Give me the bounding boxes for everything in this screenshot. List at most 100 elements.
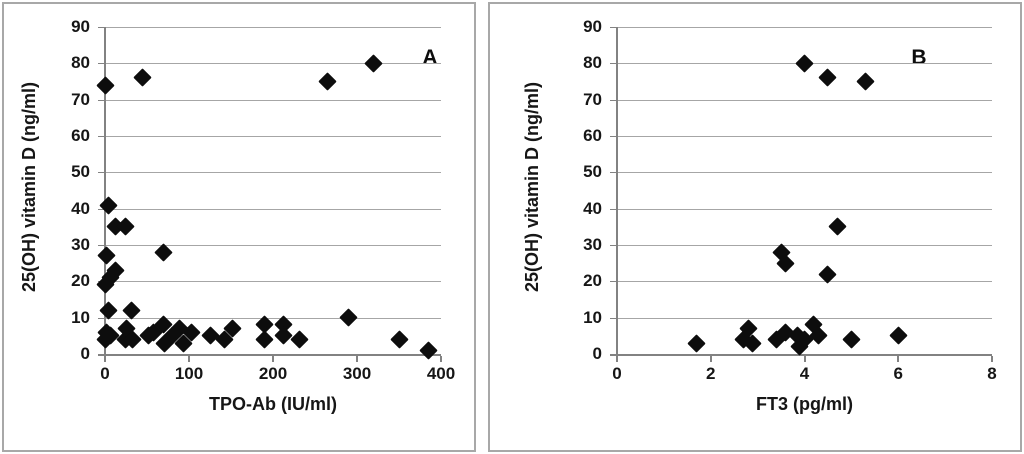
x-axis-tick xyxy=(897,356,900,362)
data-point-diamond xyxy=(273,326,293,346)
data-point-diamond xyxy=(290,330,310,349)
h-gridline xyxy=(617,99,992,101)
y-tick-label: 50 xyxy=(583,162,602,182)
data-point-diamond xyxy=(818,68,838,88)
y-tick-label: 30 xyxy=(583,235,602,254)
x-axis-tick xyxy=(104,356,106,362)
x-axis-line xyxy=(98,354,441,356)
plot-area-b: 25(OH) vitamin D (ng/ml) FT3 (pg/ml) B 0… xyxy=(490,4,1020,450)
h-gridline xyxy=(617,317,992,319)
x-axis-title: TPO-Ab (IU/ml) xyxy=(209,394,337,414)
y-tick-label: 60 xyxy=(583,126,602,145)
y-tick-label: 40 xyxy=(71,198,90,218)
h-gridline xyxy=(617,136,992,137)
data-point-diamond xyxy=(795,54,814,73)
x-tick-label: 8 xyxy=(987,364,997,383)
data-point-diamond xyxy=(856,72,875,91)
h-gridline xyxy=(105,208,441,210)
data-point-diamond xyxy=(828,217,847,237)
data-point-diamond xyxy=(95,75,115,95)
y-tick-label: 10 xyxy=(583,307,602,327)
y-tick-label: 40 xyxy=(583,198,602,218)
y-axis-tick xyxy=(98,317,105,319)
x-tick-label: 0 xyxy=(100,364,110,383)
h-gridline xyxy=(105,136,441,137)
h-gridline xyxy=(617,172,992,174)
x-tick-label: 200 xyxy=(258,364,288,383)
y-axis-tick xyxy=(98,63,105,65)
y-axis-tick xyxy=(98,245,105,246)
h-gridline xyxy=(105,63,441,65)
data-point-diamond xyxy=(200,326,220,346)
y-tick-label: 80 xyxy=(583,53,602,73)
h-gridline xyxy=(617,208,992,210)
panel-letter-b: B xyxy=(911,46,927,69)
y-axis-title: 25(OH) vitamin D (ng/ml) xyxy=(522,82,542,293)
plot-area-a: 25(OH) vitamin D (ng/ml) TPO-Ab (IU/ml) … xyxy=(4,4,474,450)
y-axis-tick xyxy=(610,136,617,137)
x-axis-tick xyxy=(991,356,993,362)
y-tick-label: 80 xyxy=(71,53,90,73)
x-axis-line xyxy=(610,354,992,356)
y-axis-tick xyxy=(610,245,617,246)
x-tick-label: 400 xyxy=(426,364,456,383)
y-axis-title: 25(OH) vitamin D (ng/ml) xyxy=(19,82,39,293)
scatter-panel-a: 25(OH) vitamin D (ng/ml) TPO-Ab (IU/ml) … xyxy=(2,2,476,452)
y-axis-tick xyxy=(610,208,617,210)
data-point-diamond xyxy=(133,68,152,88)
x-tick-label: 0 xyxy=(612,364,622,383)
y-axis-tick xyxy=(98,27,105,28)
x-axis-tick xyxy=(616,356,618,362)
y-tick-label: 70 xyxy=(583,89,602,109)
y-axis-tick xyxy=(98,208,105,210)
y-axis-tick xyxy=(98,99,105,101)
y-tick-label: 90 xyxy=(71,17,90,36)
x-tick-label: 4 xyxy=(799,364,810,383)
data-point-diamond xyxy=(889,326,908,346)
y-axis-tick xyxy=(610,99,617,101)
data-point-diamond xyxy=(419,341,438,360)
y-axis-tick xyxy=(98,136,105,137)
x-axis-tick xyxy=(272,356,274,362)
h-gridline xyxy=(617,281,992,283)
x-axis-tick xyxy=(440,356,442,362)
y-axis-line xyxy=(616,27,618,354)
x-axis-tick xyxy=(188,356,190,362)
y-tick-label: 50 xyxy=(71,162,90,182)
y-axis-line xyxy=(104,27,106,354)
y-tick-label: 0 xyxy=(80,344,90,363)
x-tick-label: 300 xyxy=(342,364,372,383)
y-axis-tick xyxy=(610,63,617,65)
data-point-diamond xyxy=(255,330,274,349)
y-axis-tick xyxy=(98,172,105,174)
h-gridline xyxy=(105,245,441,246)
x-axis-tick xyxy=(356,356,358,362)
x-axis-tick xyxy=(803,356,806,362)
h-gridline xyxy=(105,317,441,319)
x-tick-label: 100 xyxy=(174,364,204,383)
scatter-panel-b: 25(OH) vitamin D (ng/ml) FT3 (pg/ml) B 0… xyxy=(488,2,1022,452)
y-tick-label: 20 xyxy=(71,271,90,291)
y-tick-label: 30 xyxy=(71,235,90,254)
x-tick-label: 6 xyxy=(893,364,903,383)
y-tick-label: 10 xyxy=(71,307,90,327)
data-point-diamond xyxy=(364,54,383,73)
h-gridline xyxy=(105,27,441,28)
h-gridline xyxy=(617,245,992,246)
data-point-diamond xyxy=(389,330,409,349)
y-tick-label: 0 xyxy=(592,344,602,363)
data-point-diamond xyxy=(687,333,706,353)
h-gridline xyxy=(105,281,441,283)
y-tick-label: 90 xyxy=(583,17,602,36)
y-axis-tick xyxy=(610,172,617,174)
y-tick-label: 20 xyxy=(583,271,602,291)
y-axis-tick xyxy=(610,281,617,283)
panel-letter-a: A xyxy=(422,46,438,69)
data-point-diamond xyxy=(339,308,358,327)
data-point-diamond xyxy=(99,195,118,215)
x-tick-label: 2 xyxy=(706,364,716,383)
x-axis-title: FT3 (pg/ml) xyxy=(756,394,853,414)
y-axis-tick xyxy=(610,27,617,28)
x-axis-tick xyxy=(709,356,712,362)
